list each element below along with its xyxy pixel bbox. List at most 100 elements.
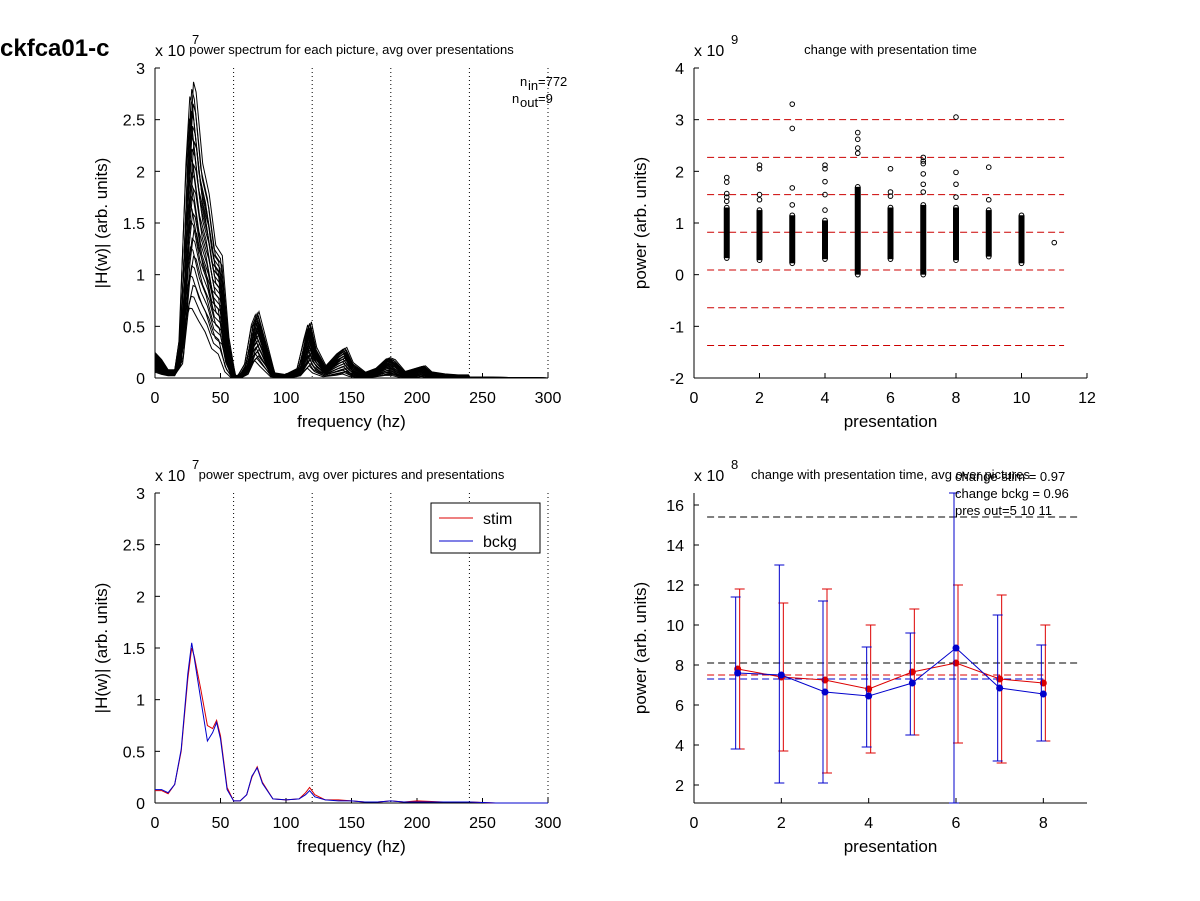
x-tick-label: 300: [535, 815, 562, 832]
picture-spectrum-line: [155, 126, 548, 378]
point-cluster: [1019, 215, 1025, 263]
x-tick-label: 50: [212, 815, 230, 832]
data-point: [855, 151, 860, 156]
x-tick-label: 8: [1039, 815, 1048, 832]
picture-spectrum-line: [155, 157, 548, 378]
x-tick-label: 0: [690, 390, 699, 407]
x-tick-label: 4: [864, 815, 873, 832]
x-tick-label: 250: [469, 815, 496, 832]
y-tick-label: 8: [675, 658, 684, 675]
data-point: [954, 170, 959, 175]
x-tick-label: 2: [777, 815, 786, 832]
x-tick-label: 200: [404, 815, 431, 832]
picture-spectrum-line: [155, 188, 548, 378]
y-tick-label: 1.5: [123, 216, 145, 233]
data-point: [921, 182, 926, 187]
y-tick-label: 2: [136, 589, 145, 606]
figure-title: ckfca01-c: [0, 35, 109, 62]
data-point-bckg: [865, 693, 872, 700]
x-tick-label: 4: [821, 390, 830, 407]
data-point: [790, 102, 795, 107]
data-point: [790, 203, 795, 208]
y-tick-label: 0: [136, 371, 145, 388]
n-out-label: n: [512, 91, 519, 106]
x-tick-label: 6: [952, 815, 961, 832]
exponent-power: 8: [731, 457, 738, 472]
data-point-bckg: [778, 672, 785, 679]
y-tick-label: 10: [666, 618, 684, 635]
data-point: [1052, 240, 1057, 245]
x-tick-label: 100: [273, 815, 300, 832]
exponent-label: x 10: [155, 43, 185, 60]
y-tick-label: 16: [666, 498, 684, 515]
panel-bottom-left: 0 50 100 150 200 250 300 0 0.5 1 1.5 2 2.5 3 frequency…: [92, 457, 561, 856]
data-point: [921, 190, 926, 195]
picture-spectrum-line: [155, 213, 548, 378]
y-tick-label: 0: [136, 796, 145, 813]
data-point-bckg: [996, 685, 1003, 692]
x-tick-label: 0: [151, 390, 160, 407]
legend-label-stim: stim: [483, 511, 512, 528]
data-point: [724, 180, 729, 185]
y-axis-label: |H(w)| (arb. units): [92, 158, 111, 289]
data-point: [724, 175, 729, 180]
n-out-subscript: out: [520, 95, 538, 110]
data-point: [954, 195, 959, 200]
exponent-label: x 10: [155, 468, 185, 485]
picture-spectrum-line: [155, 104, 548, 378]
y-tick-label: 0: [675, 268, 684, 285]
series-line-stim: [155, 648, 548, 803]
chart-title: power spectrum, avg over pictures and pr…: [199, 467, 505, 482]
y-tick-label: 1: [136, 693, 145, 710]
y-tick-label: 6: [675, 698, 684, 715]
data-point: [823, 208, 828, 213]
x-tick-label: 2: [755, 390, 764, 407]
y-tick-label: 14: [666, 538, 684, 555]
n-out-value: =9: [538, 91, 553, 106]
y-tick-label: 0.5: [123, 319, 145, 336]
data-point: [823, 179, 828, 184]
y-tick-label: 2: [675, 778, 684, 795]
x-tick-label: 6: [886, 390, 895, 407]
y-tick-label: 3: [136, 486, 145, 503]
y-tick-label: 1: [675, 216, 684, 233]
x-axis-label: frequency (hz): [297, 837, 406, 856]
data-point: [790, 186, 795, 191]
data-point-bckg: [822, 689, 829, 696]
y-tick-label: -1: [670, 319, 684, 336]
x-tick-label: 300: [535, 390, 562, 407]
data-point-bckg: [909, 680, 916, 687]
y-tick-label: 1.5: [123, 641, 145, 658]
chart-title: power spectrum for each picture, avg ove…: [189, 42, 514, 57]
y-tick-label: 2: [675, 164, 684, 181]
picture-spectrum-line: [155, 180, 548, 378]
y-tick-label: 4: [675, 738, 684, 755]
n-in-value: =772: [538, 74, 567, 89]
data-point: [888, 166, 893, 171]
y-tick-label: 2.5: [123, 113, 145, 130]
stat-annotation: change stim = 0.97: [955, 469, 1065, 484]
y-axis-label: |H(w)| (arb. units): [92, 583, 111, 714]
panel-top-left: 0 50 100 150 200 250 30000.511.522.53frequency…: [92, 32, 567, 431]
n-in-label: n: [520, 74, 527, 89]
y-tick-label: 12: [666, 578, 684, 595]
y-tick-label: 2: [136, 164, 145, 181]
data-point: [855, 137, 860, 142]
data-point: [855, 130, 860, 135]
x-tick-label: 0: [151, 815, 160, 832]
data-point-bckg: [1040, 691, 1047, 698]
series-line-bckg: [155, 643, 548, 803]
x-tick-label: 150: [338, 390, 365, 407]
y-tick-label: 2.5: [123, 538, 145, 555]
y-axis-label: power (arb. units): [631, 582, 650, 714]
exponent-label: x 10: [694, 468, 724, 485]
data-point: [954, 115, 959, 120]
point-cluster: [986, 210, 992, 256]
x-tick-label: 100: [273, 390, 300, 407]
data-point: [790, 126, 795, 131]
y-tick-label: 4: [675, 61, 684, 78]
y-tick-label: -2: [670, 371, 684, 388]
x-axis-label: frequency (hz): [297, 412, 406, 431]
point-cluster: [757, 210, 763, 260]
